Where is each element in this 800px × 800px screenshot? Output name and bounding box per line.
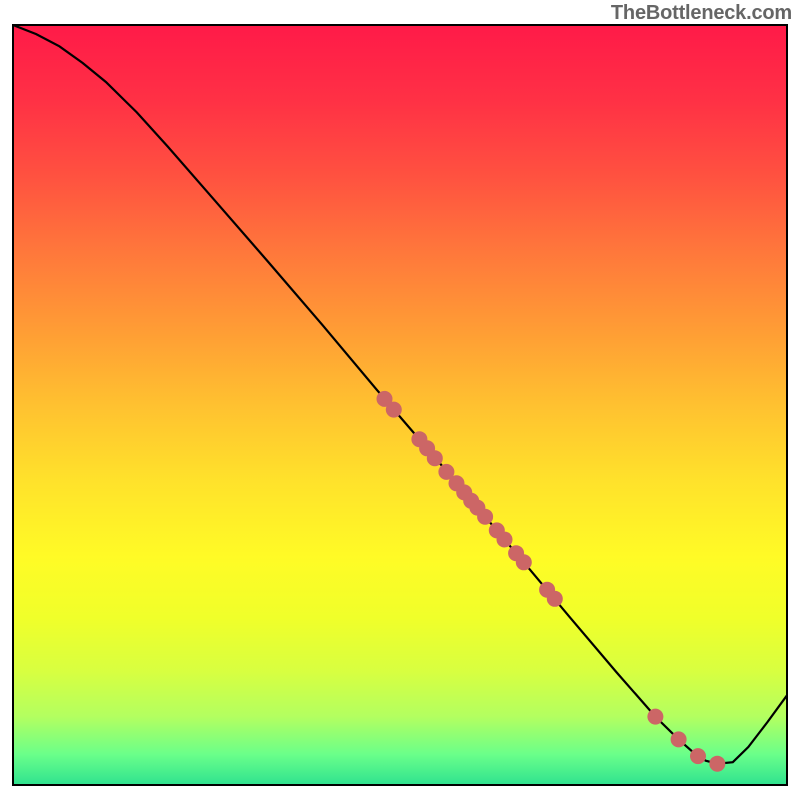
marker-point bbox=[647, 709, 663, 725]
marker-point bbox=[690, 748, 706, 764]
chart-svg bbox=[0, 0, 800, 800]
marker-point bbox=[516, 554, 532, 570]
marker-point bbox=[386, 402, 402, 418]
marker-point bbox=[497, 532, 513, 548]
watermark-text: TheBottleneck.com bbox=[611, 2, 792, 25]
marker-point bbox=[547, 591, 563, 607]
marker-point bbox=[427, 450, 443, 466]
marker-point bbox=[671, 731, 687, 747]
marker-point bbox=[477, 509, 493, 525]
bottleneck-chart: TheBottleneck.com bbox=[0, 0, 800, 800]
marker-point bbox=[709, 756, 725, 772]
